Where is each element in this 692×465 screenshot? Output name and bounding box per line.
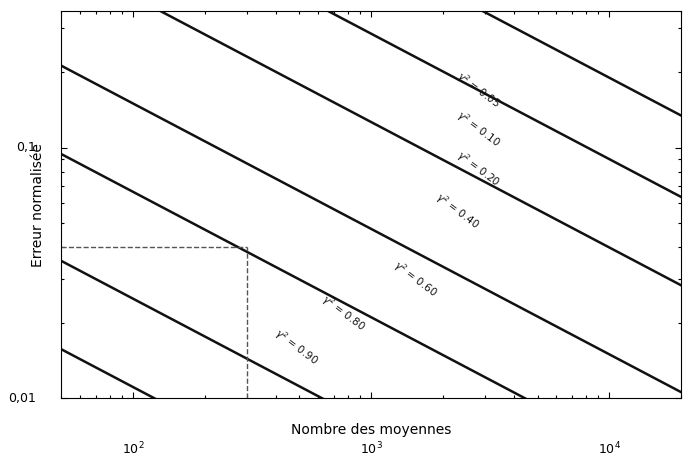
Text: $\gamma^2$ = 0.20: $\gamma^2$ = 0.20 <box>453 148 502 191</box>
Text: $\gamma^2$ = 0.40: $\gamma^2$ = 0.40 <box>432 189 482 232</box>
Text: $\gamma^2$ = 0.60: $\gamma^2$ = 0.60 <box>390 257 440 300</box>
Text: 0,1: 0,1 <box>16 141 35 154</box>
Text: $10^3$: $10^3$ <box>360 440 383 457</box>
Text: $\gamma^2$ = 0.10: $\gamma^2$ = 0.10 <box>453 108 503 151</box>
Text: $10^4$: $10^4$ <box>598 440 621 457</box>
Text: $10^2$: $10^2$ <box>122 440 144 457</box>
X-axis label: Nombre des moyennes: Nombre des moyennes <box>291 423 451 437</box>
Text: $\gamma^2$ = 0.80: $\gamma^2$ = 0.80 <box>318 291 368 334</box>
Text: $\gamma^2$ = 0.90: $\gamma^2$ = 0.90 <box>271 326 321 369</box>
Text: 0,01: 0,01 <box>8 392 35 405</box>
Text: $\gamma^2$ = 0.05: $\gamma^2$ = 0.05 <box>453 68 503 112</box>
Y-axis label: Erreur normalisée: Erreur normalisée <box>31 143 45 267</box>
